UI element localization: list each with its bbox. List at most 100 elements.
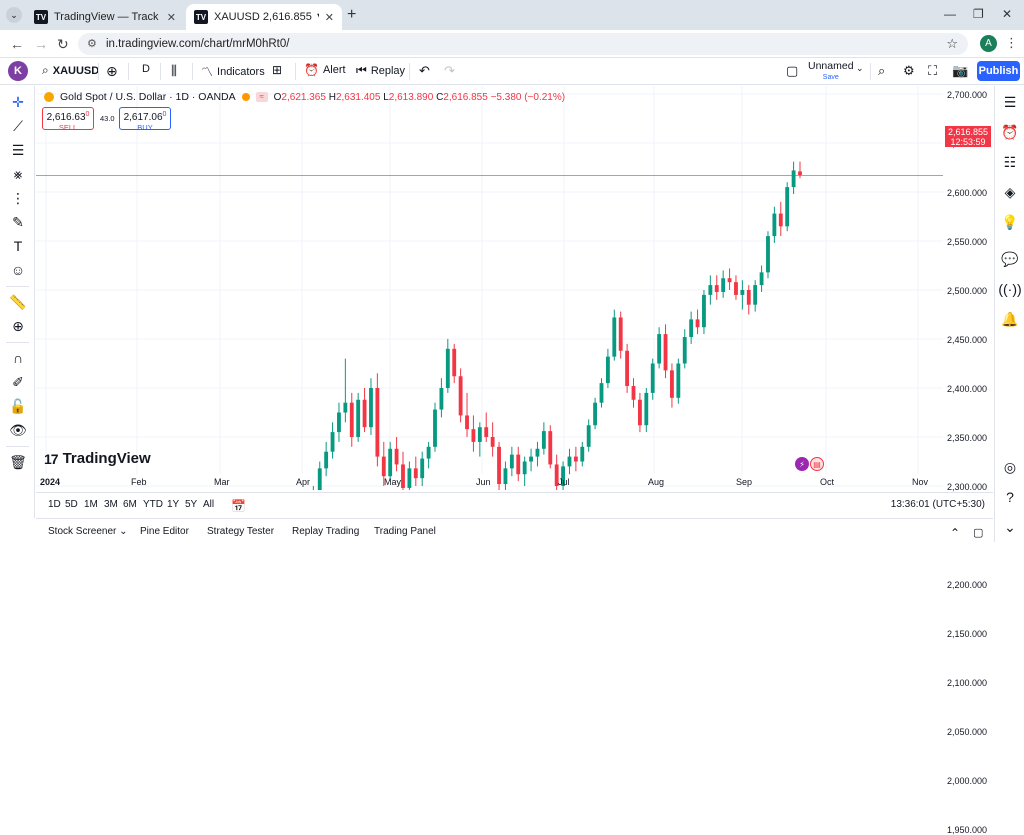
reload-icon[interactable]: ↻ <box>57 36 69 52</box>
layout-name-button[interactable]: Unnamed Save <box>808 61 854 83</box>
layers-icon[interactable]: ◈ <box>1004 183 1016 200</box>
ideas-lightbulb-icon[interactable]: 💡 <box>1001 213 1019 230</box>
candlestick-chart[interactable] <box>36 86 993 490</box>
url-text: in.tradingview.com/chart/mrM0hRt0/ <box>106 38 290 50</box>
quick-search-icon[interactable]: ⌕ <box>878 63 886 78</box>
signal-icon[interactable]: ((·)) <box>998 281 1022 297</box>
data-warning-icon[interactable]: ≈ <box>255 92 268 102</box>
prediction-tools-icon[interactable]: ⋮ <box>11 189 25 206</box>
sell-button[interactable]: 2,616.630 SELL <box>42 107 94 132</box>
symbol-search-button[interactable]: ⌕ XAUUSD <box>42 63 99 78</box>
indicators-button[interactable]: 〽 Indicators <box>201 63 265 80</box>
candle <box>618 311 623 359</box>
range-button[interactable]: 5D <box>65 499 78 510</box>
range-button[interactable]: YTD <box>143 499 163 510</box>
layouts-grid-icon[interactable]: ⊞ <box>272 63 283 77</box>
compare-symbol-icon[interactable]: ⊕ <box>106 63 118 79</box>
eye-icon[interactable]: 👁 <box>9 421 27 438</box>
range-button[interactable]: 5Y <box>185 499 198 510</box>
collapse-panel-chevron-icon[interactable]: ⌃ <box>950 526 961 540</box>
profile-avatar[interactable]: A <box>980 35 997 52</box>
price-tick-label: 1,950.000 <box>947 825 988 835</box>
bottom-panel-tab[interactable]: Trading Panel <box>374 526 436 537</box>
bottom-panel-tab[interactable]: Stock Screener ⌄ <box>48 526 128 537</box>
economic-event-icon[interactable]: ▤ <box>810 457 824 471</box>
chat-icon[interactable]: 💬 <box>1001 250 1019 267</box>
chart-pane[interactable] <box>36 86 993 490</box>
camera-snapshot-icon[interactable]: 📷 <box>952 63 969 78</box>
symbol-description[interactable]: Gold Spot / U.S. Dollar · 1D · OANDA <box>60 91 236 103</box>
range-button[interactable]: 3M <box>104 499 118 510</box>
replay-icon: ⏮ <box>356 63 367 77</box>
restore-icon[interactable]: ❐ <box>973 7 984 21</box>
bottom-panel-tab[interactable]: Pine Editor <box>140 526 189 537</box>
fib-retracement-icon[interactable]: ☰ <box>11 141 25 158</box>
range-button[interactable]: 6M <box>123 499 137 510</box>
back-icon[interactable]: ← <box>10 36 24 52</box>
candle <box>746 285 751 315</box>
range-button[interactable]: 1M <box>84 499 98 510</box>
trash-icon[interactable]: 🗑 <box>9 453 27 470</box>
candle <box>605 348 610 388</box>
buy-button[interactable]: 2,617.060 BUY <box>119 107 171 132</box>
range-button[interactable]: All <box>203 499 215 510</box>
candle <box>759 265 764 292</box>
zoom-in-icon[interactable]: ⊕ <box>12 317 24 334</box>
layout-square-icon[interactable]: ▢ <box>786 63 799 78</box>
url-field[interactable]: ⚙ in.tradingview.com/chart/mrM0hRt0/ ☆ <box>78 33 968 55</box>
brush-icon[interactable]: ✎ <box>12 213 24 230</box>
fullscreen-icon[interactable]: ⛶ <box>928 63 938 78</box>
bottom-panel-tab[interactable]: Strategy Tester <box>207 526 275 537</box>
stay-drawing-mode-icon[interactable]: ✐ <box>12 373 24 390</box>
publish-button[interactable]: Publish <box>977 61 1020 81</box>
chart-type-candles-icon[interactable]: ⫼ <box>171 63 177 78</box>
candle <box>317 461 322 490</box>
layout-menu-chevron-icon[interactable]: ⌄ <box>856 63 864 73</box>
trend-line-icon[interactable]: ⟋ <box>13 117 23 134</box>
time-tick-label: Mar <box>214 477 230 487</box>
tab-search-icon[interactable]: ⌄ <box>6 7 22 23</box>
settings-gear-icon[interactable]: ⚙ <box>903 63 915 78</box>
help-icon[interactable]: ? <box>1006 489 1014 505</box>
bookmark-star-icon[interactable]: ☆ <box>946 36 958 51</box>
user-avatar[interactable]: K <box>8 61 28 81</box>
forward-icon[interactable]: → <box>34 36 48 52</box>
dom-target-icon[interactable]: ◎ <box>1003 458 1017 475</box>
notifications-bell-icon[interactable]: 🔔 <box>1001 310 1019 327</box>
new-tab-icon[interactable]: + <box>347 6 357 23</box>
redo-icon[interactable]: ↷ <box>444 63 455 78</box>
minimize-icon[interactable]: — <box>944 7 956 21</box>
close-tab-icon[interactable]: ✕ <box>324 11 334 24</box>
dividend-event-icon[interactable]: ⚡ <box>795 457 809 471</box>
range-button[interactable]: 1D <box>48 499 61 510</box>
last-price-label: 2,616.855 12:53:59 <box>945 126 991 147</box>
magnet-icon[interactable]: ∩ <box>12 350 24 366</box>
object-tree-icon[interactable]: ☷ <box>1003 153 1017 170</box>
pattern-icon[interactable]: ⨳ <box>13 165 23 182</box>
emoji-icon[interactable]: ☺ <box>10 262 26 278</box>
range-button[interactable]: 1Y <box>167 499 180 510</box>
browser-tab-tradingview[interactable]: TV TradingView — Track All Markets ✕ <box>26 4 184 30</box>
go-to-date-icon[interactable]: 📅 <box>231 499 246 513</box>
site-info-icon[interactable]: ⚙ <box>87 38 97 50</box>
watchlist-icon[interactable]: ☰ <box>1003 93 1017 110</box>
browser-tab-xauusd[interactable]: TV XAUUSD 2,616.855 ▼ −0.21% U… ✕ <box>186 4 342 30</box>
close-tab-icon[interactable]: ✕ <box>166 11 176 24</box>
crosshair-icon[interactable]: ✛ <box>12 93 24 110</box>
maximize-panel-icon[interactable]: ▢ <box>973 527 984 539</box>
text-icon[interactable]: T <box>13 238 23 254</box>
bottom-panel-tab[interactable]: Replay Trading <box>292 526 360 537</box>
alert-button[interactable]: ⏰ Alert <box>304 63 346 77</box>
lock-icon[interactable]: 🔓 <box>9 397 27 414</box>
alerts-clock-icon[interactable]: ⏰ <box>1001 123 1019 140</box>
timezone-clock[interactable]: 13:36:01 (UTC+5:30) <box>890 499 985 510</box>
close-window-icon[interactable]: ✕ <box>1002 7 1013 21</box>
undo-icon[interactable]: ↶ <box>419 63 430 78</box>
interval-button[interactable]: D <box>142 63 150 75</box>
candle <box>670 363 674 408</box>
browser-menu-icon[interactable]: ⋮ <box>1005 35 1018 50</box>
ruler-icon[interactable]: 📏 <box>9 293 27 310</box>
time-axis[interactable]: 2024 Feb Mar Apr May Jun Jul Aug Sep Oct Nov <box>36 474 943 490</box>
expand-icon[interactable]: ⌄ <box>1004 518 1016 535</box>
replay-button[interactable]: ⏮ Replay <box>356 63 405 78</box>
